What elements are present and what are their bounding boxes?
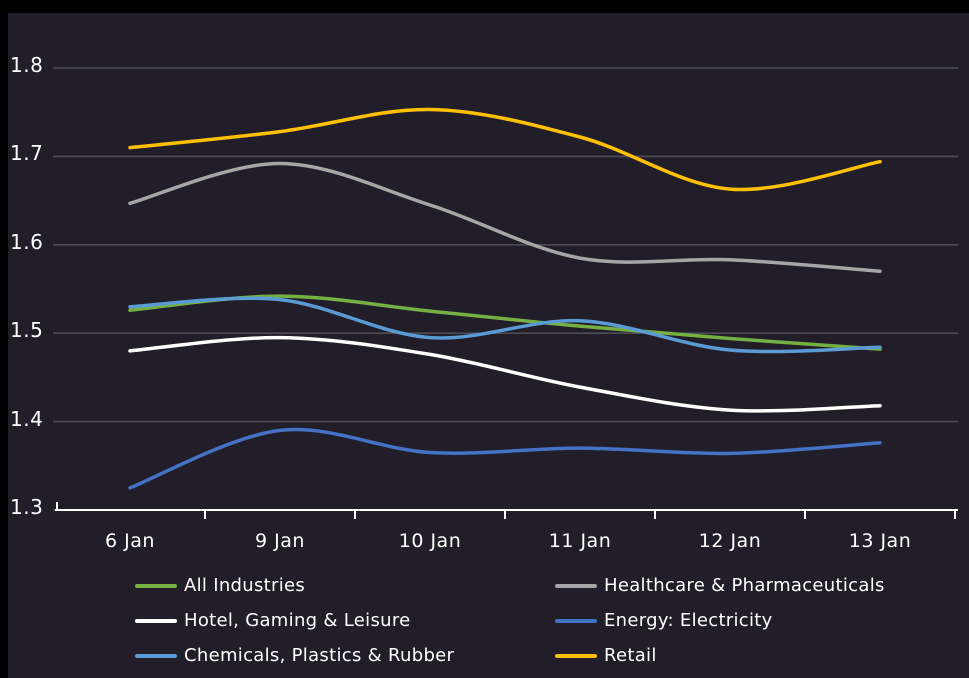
legend-item-energy-electricity: Energy: Electricity (555, 603, 885, 638)
legend-line-swatch (135, 618, 177, 623)
series-line (128, 335, 882, 413)
x-axis-tick-label: 10 Jan (398, 530, 462, 552)
series-line (128, 294, 882, 351)
x-axis-tick-label: 9 Jan (255, 530, 305, 552)
y-axis-tick-label: 1.5 (10, 318, 44, 342)
legend-line-swatch (135, 583, 177, 588)
y-axis-tick-label: 1.6 (10, 230, 44, 254)
series-line (128, 107, 882, 192)
y-axis-tick-label: 1.3 (10, 495, 44, 519)
legend-label: Hotel, Gaming & Leisure (184, 610, 411, 631)
x-axis-tick-label: 11 Jan (548, 530, 612, 552)
x-axis-tick-label: 12 Jan (698, 530, 762, 552)
legend-item-hotel-gaming-leisure: Hotel, Gaming & Leisure (135, 603, 555, 638)
series-line (128, 161, 882, 274)
legend-item-all-industries: All Industries (135, 568, 555, 603)
legend-item-chemicals-plastics-rubber: Chemicals, Plastics & Rubber (135, 638, 555, 673)
series-line (128, 296, 882, 354)
x-axis-tick-label: 13 Jan (848, 530, 912, 552)
legend-item-retail: Retail (555, 638, 885, 673)
y-axis-tick-label: 1.7 (10, 141, 44, 165)
legend-line-swatch (555, 618, 597, 623)
legend-label: All Industries (184, 575, 306, 596)
legend-line-swatch (555, 583, 597, 588)
legend-label: Retail (604, 645, 657, 666)
y-axis-tick-label: 1.8 (10, 53, 44, 77)
legend-label: Chemicals, Plastics & Rubber (184, 645, 455, 666)
series-line (128, 427, 882, 490)
x-axis-tick-label: 6 Jan (105, 530, 155, 552)
legend-item-healthcare-pharmaceuticals: Healthcare & Pharmaceuticals (555, 568, 885, 603)
chart-legend: All Industries Healthcare & Pharmaceutic… (135, 568, 885, 673)
legend-line-swatch (555, 653, 597, 658)
legend-label: Healthcare & Pharmaceuticals (604, 575, 885, 596)
legend-label: Energy: Electricity (604, 610, 773, 631)
legend-line-swatch (135, 653, 177, 658)
y-axis-tick-label: 1.4 (10, 407, 44, 431)
